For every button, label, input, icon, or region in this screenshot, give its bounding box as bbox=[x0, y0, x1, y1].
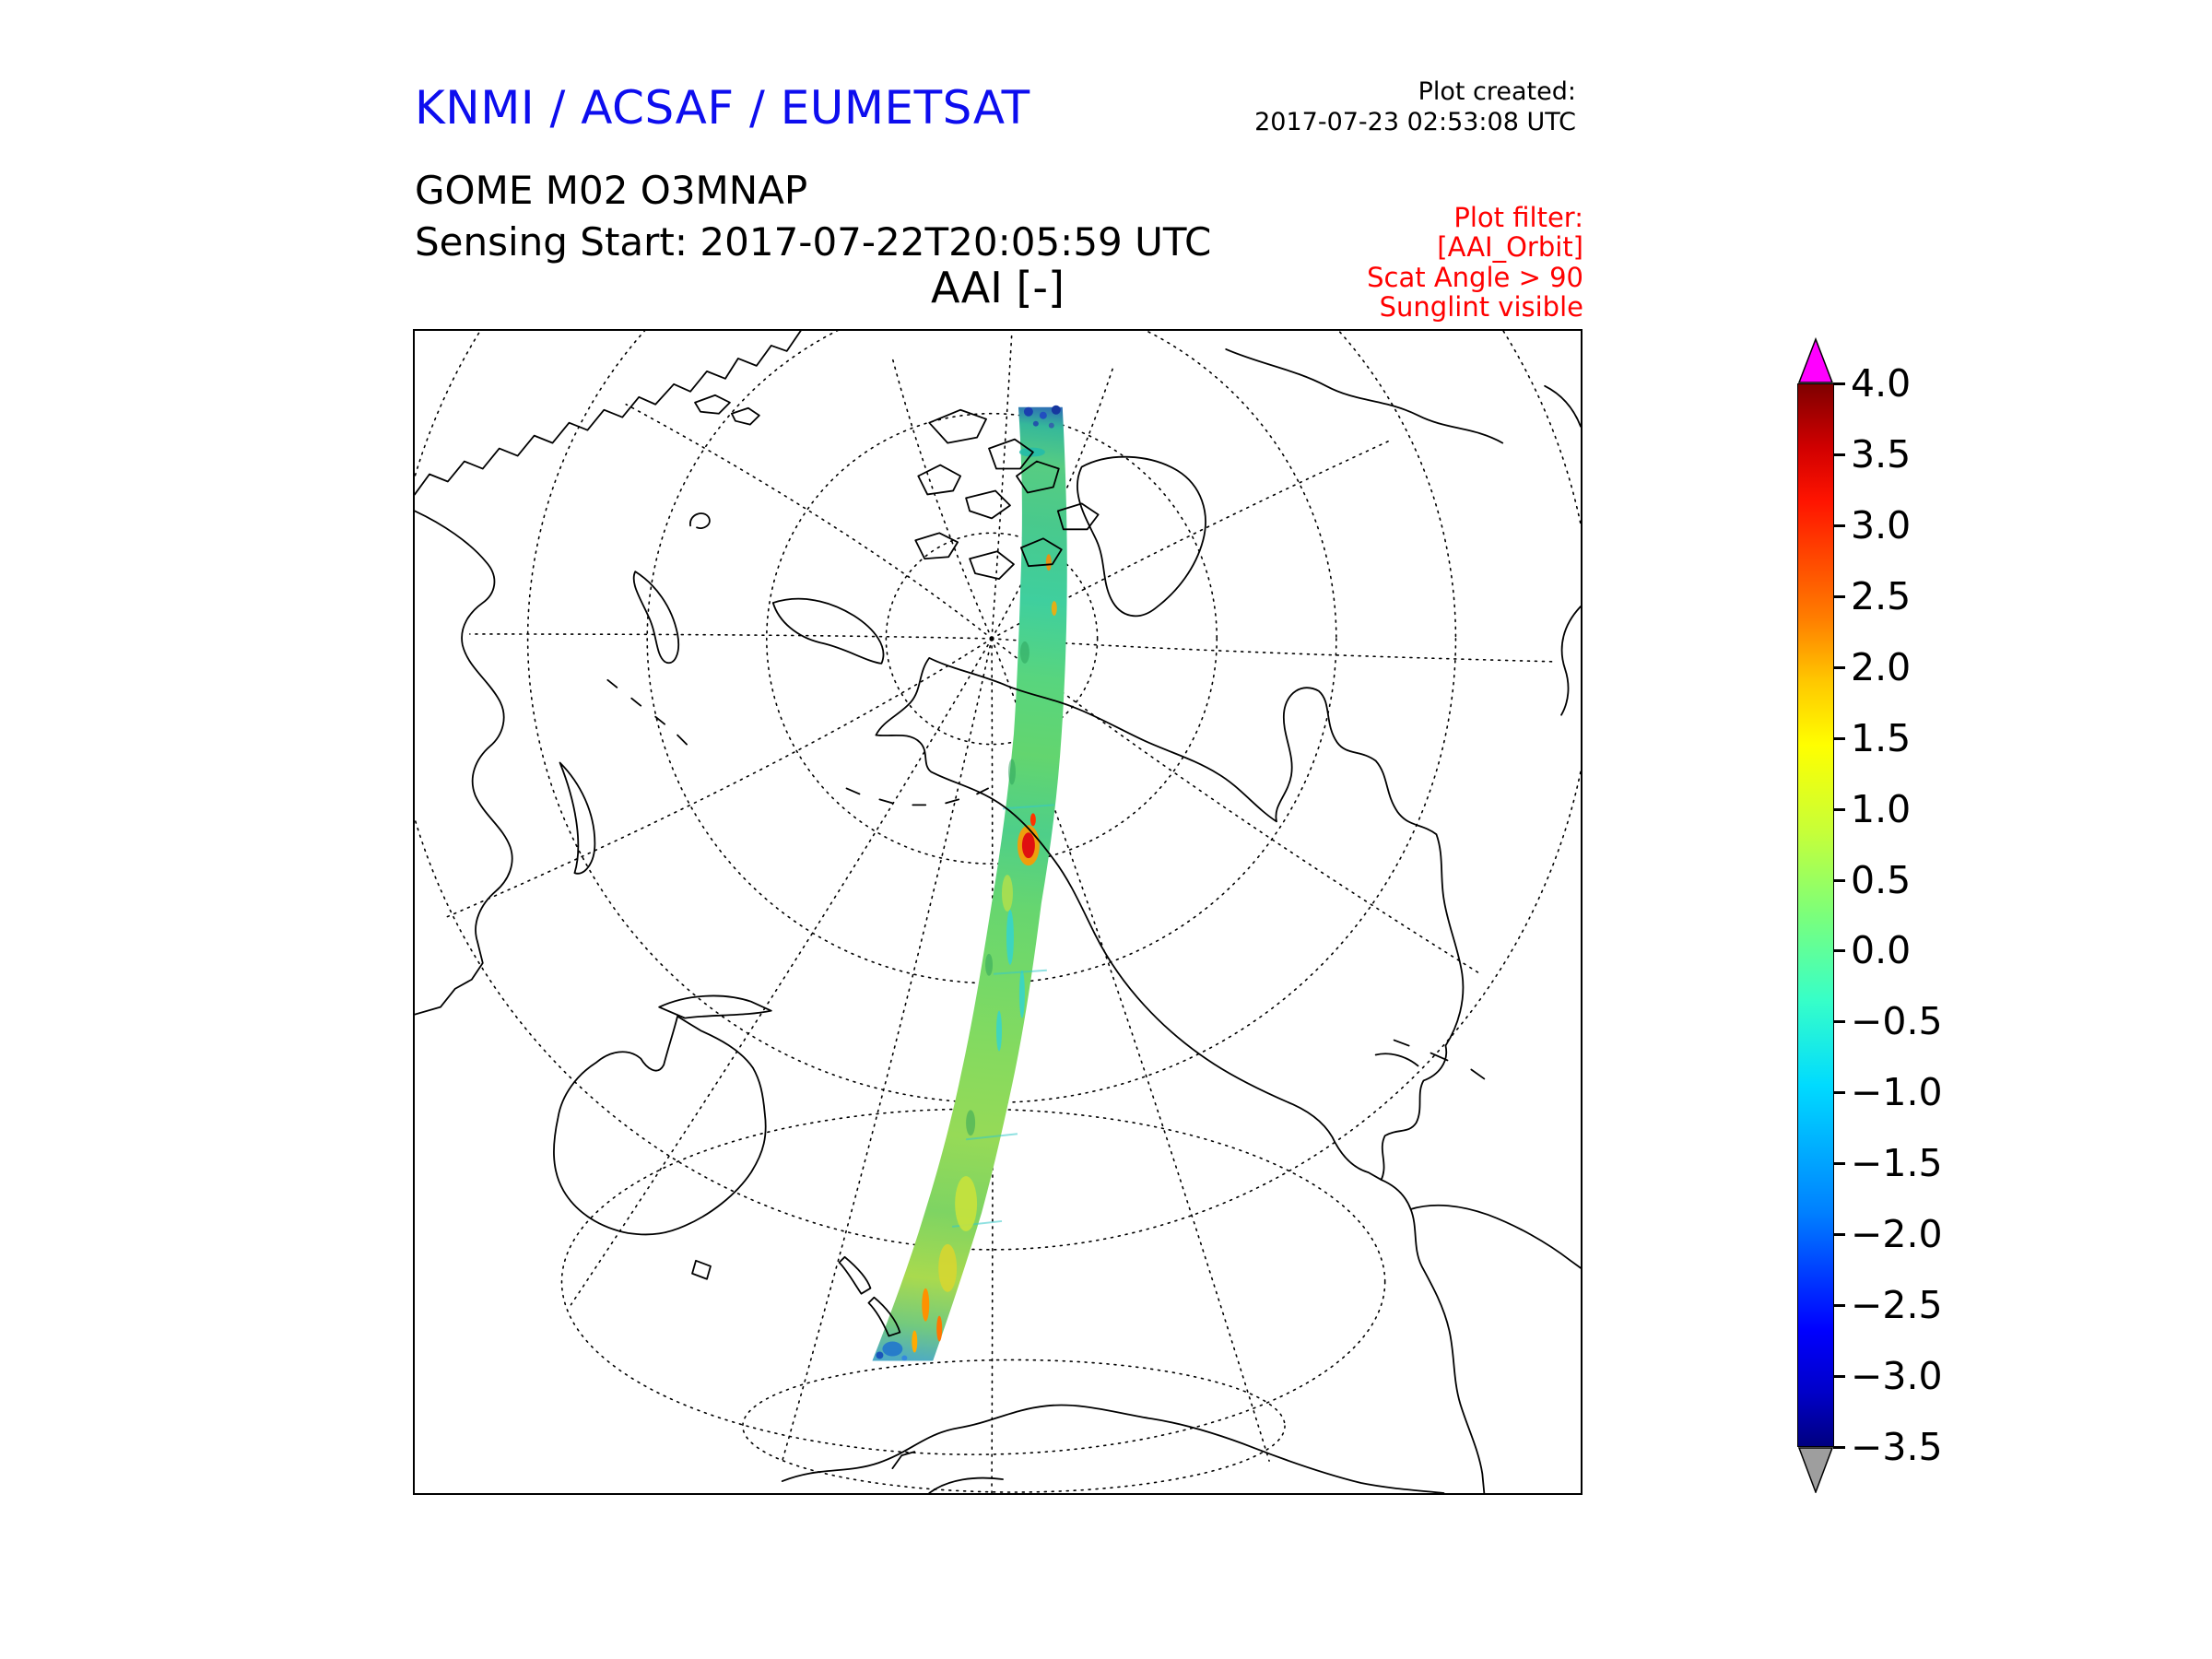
colorbar-tick-label: 2.5 bbox=[1832, 574, 1912, 618]
world-map bbox=[415, 331, 1581, 1493]
antarctica-coastline bbox=[781, 1404, 1445, 1493]
novaya-zemlya-island bbox=[689, 512, 711, 529]
map-title: AAI [-] bbox=[931, 263, 1065, 312]
colorbar-tick-label: 2.0 bbox=[1832, 645, 1912, 689]
new-guinea-coastline bbox=[658, 994, 772, 1019]
map-frame bbox=[413, 329, 1583, 1495]
caribbean-islands bbox=[1374, 1039, 1486, 1080]
colorbar-under-arrow bbox=[1797, 1447, 1834, 1493]
colorbar-tick-label: 0.5 bbox=[1832, 858, 1912, 902]
arctic-islands bbox=[694, 394, 760, 426]
colorbar-tick-label: 4.0 bbox=[1832, 361, 1912, 406]
greenland-coastline bbox=[1077, 455, 1206, 618]
colorbar-tick-label: −0.5 bbox=[1833, 999, 1943, 1043]
plot-filter-line: [AAI_Orbit] bbox=[1437, 231, 1583, 264]
north-america-coastline bbox=[875, 656, 1465, 1181]
colorbar-tick-label: 3.5 bbox=[1832, 432, 1912, 477]
plot-created: Plot created: 2017-07-23 02:53:08 UTC bbox=[1254, 77, 1576, 138]
colorbar-tick-label: −2.5 bbox=[1833, 1283, 1943, 1327]
plot-filter-title: Plot filter: bbox=[1453, 202, 1583, 233]
east-asia-coastline bbox=[415, 510, 513, 1016]
colorbar-tick-label: −3.5 bbox=[1833, 1425, 1943, 1469]
colorbar-tick-label: −3.0 bbox=[1833, 1354, 1943, 1398]
siberia-coastline bbox=[415, 331, 802, 496]
plot-created-timestamp: 2017-07-23 02:53:08 UTC bbox=[1254, 107, 1576, 136]
plot-filter-line: Scat Angle > 90 bbox=[1367, 261, 1583, 293]
plot-created-label: Plot created: bbox=[1418, 77, 1576, 106]
right-edge-coastline bbox=[1560, 606, 1581, 716]
product-title: GOME M02 O3MNAP bbox=[415, 168, 808, 213]
colorbar-tick-label: 1.0 bbox=[1832, 787, 1912, 831]
arctic-archipelago bbox=[914, 408, 1100, 581]
colorbar-tick-label: 1.5 bbox=[1832, 716, 1912, 760]
japan-islands bbox=[559, 761, 596, 875]
swath-band bbox=[872, 406, 1067, 1361]
colorbar-tick-label: 3.0 bbox=[1832, 503, 1912, 547]
colorbar-tick-label: −2.0 bbox=[1833, 1212, 1943, 1256]
australia-coastline bbox=[553, 1015, 767, 1236]
aleutian-islands bbox=[845, 787, 989, 806]
kamchatka-peninsula bbox=[632, 571, 679, 665]
kuril-islands bbox=[606, 678, 688, 746]
plot-filter: Plot filter: [AAI_Orbit] Scat Angle > 90… bbox=[1367, 203, 1583, 323]
new-zealand-islands bbox=[838, 1255, 901, 1337]
colorbar-tick-label: −1.0 bbox=[1833, 1070, 1943, 1114]
tasmania-island bbox=[691, 1259, 712, 1280]
top-right-coastline bbox=[1225, 348, 1504, 444]
antarctica-inner-coastline bbox=[891, 1451, 1004, 1493]
south-america-coastline bbox=[1380, 1179, 1486, 1493]
satellite-swath bbox=[872, 405, 1067, 1361]
plot-filter-line: Sunglint visible bbox=[1379, 291, 1583, 324]
sensing-start: Sensing Start: 2017-07-22T20:05:59 UTC bbox=[415, 219, 1212, 265]
org-title: KNMI / ACSAF / EUMETSAT bbox=[415, 81, 1030, 135]
colorbar-gradient bbox=[1797, 383, 1834, 1447]
colorbar-over-arrow bbox=[1797, 337, 1834, 383]
chukotka-coastline bbox=[771, 597, 885, 665]
corner-coastline bbox=[1544, 384, 1581, 428]
colorbar-tick-label: 0.0 bbox=[1832, 928, 1912, 972]
coastlines bbox=[415, 331, 1581, 1493]
south-america-north-coastline bbox=[1409, 1204, 1581, 1269]
colorbar-tick-label: −1.5 bbox=[1833, 1141, 1943, 1185]
